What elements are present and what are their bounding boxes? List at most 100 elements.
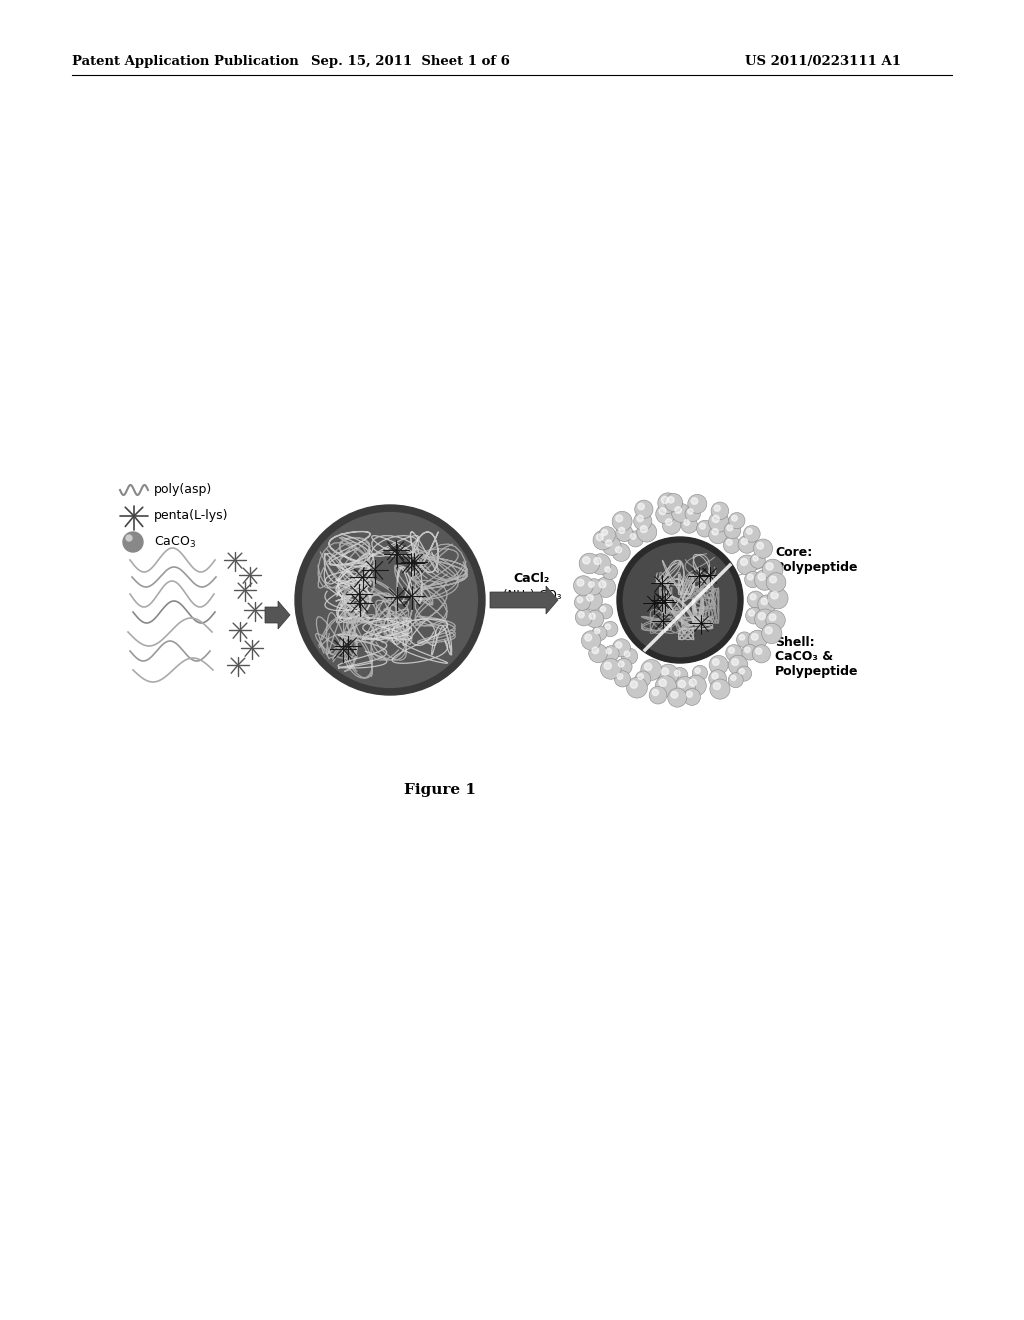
Circle shape [745,607,762,624]
Circle shape [736,632,753,648]
Circle shape [728,673,743,688]
FancyArrow shape [490,586,558,614]
Circle shape [765,627,772,634]
Circle shape [592,647,599,653]
Text: Polypeptide: Polypeptide [775,561,858,574]
Circle shape [671,692,678,698]
Circle shape [699,523,706,529]
Circle shape [753,556,758,561]
Circle shape [688,495,707,513]
Circle shape [649,686,667,704]
Circle shape [579,611,585,618]
Circle shape [714,506,720,511]
Circle shape [767,587,788,609]
Circle shape [663,516,681,535]
Circle shape [758,573,765,581]
Circle shape [709,669,727,688]
Circle shape [574,594,591,610]
Circle shape [728,655,748,675]
Text: Shell:: Shell: [775,635,815,648]
Circle shape [759,612,766,620]
Circle shape [612,544,630,561]
Circle shape [758,595,776,614]
Circle shape [662,668,669,676]
Circle shape [756,648,762,655]
Circle shape [657,492,678,513]
Circle shape [675,507,681,513]
Circle shape [641,660,662,680]
Circle shape [748,574,754,579]
Circle shape [652,689,658,696]
Circle shape [748,591,764,609]
Circle shape [605,540,612,546]
Circle shape [586,578,602,595]
Circle shape [599,581,606,587]
Circle shape [618,528,625,533]
Circle shape [575,609,593,626]
Circle shape [598,603,612,619]
Circle shape [684,689,700,705]
Circle shape [726,644,742,661]
Circle shape [596,533,603,541]
Circle shape [754,539,773,558]
Circle shape [584,591,602,610]
Circle shape [612,511,632,532]
Circle shape [583,557,590,564]
Circle shape [635,671,651,686]
Circle shape [637,515,643,521]
Circle shape [762,623,782,644]
Circle shape [126,535,132,541]
Circle shape [712,673,718,678]
Circle shape [599,527,615,544]
Circle shape [604,663,611,669]
Circle shape [688,508,693,515]
Circle shape [637,523,656,543]
Circle shape [740,558,748,565]
Circle shape [709,656,728,675]
Circle shape [612,639,631,657]
Circle shape [587,594,593,601]
Circle shape [615,524,633,541]
Circle shape [755,570,775,590]
Circle shape [692,665,708,681]
Circle shape [589,582,594,587]
Circle shape [592,626,607,640]
Circle shape [655,504,675,524]
Text: Figure 1: Figure 1 [404,783,476,797]
Text: CaCO$_3$: CaCO$_3$ [154,535,196,549]
Circle shape [755,609,775,630]
Circle shape [617,673,623,680]
Circle shape [729,512,745,529]
Circle shape [615,546,622,553]
Circle shape [586,610,604,628]
Circle shape [763,560,783,579]
Circle shape [769,614,776,620]
Circle shape [657,664,679,685]
Circle shape [744,647,751,652]
Circle shape [617,537,743,663]
Circle shape [731,676,736,681]
Circle shape [655,676,676,697]
Circle shape [711,502,729,520]
Circle shape [752,634,758,640]
Circle shape [737,554,757,576]
Circle shape [628,531,643,546]
Circle shape [761,598,768,605]
Circle shape [709,525,727,544]
Circle shape [600,659,622,680]
Circle shape [615,642,622,648]
Circle shape [602,622,617,636]
Circle shape [625,651,630,656]
Circle shape [662,496,669,504]
Circle shape [595,577,615,598]
Text: poly(asp): poly(asp) [154,483,212,496]
Circle shape [668,496,674,503]
Circle shape [751,594,756,599]
Circle shape [723,536,740,553]
Circle shape [668,688,687,708]
Circle shape [712,515,719,523]
Circle shape [713,659,719,665]
Circle shape [602,564,617,579]
Circle shape [585,634,592,642]
Circle shape [743,525,760,543]
